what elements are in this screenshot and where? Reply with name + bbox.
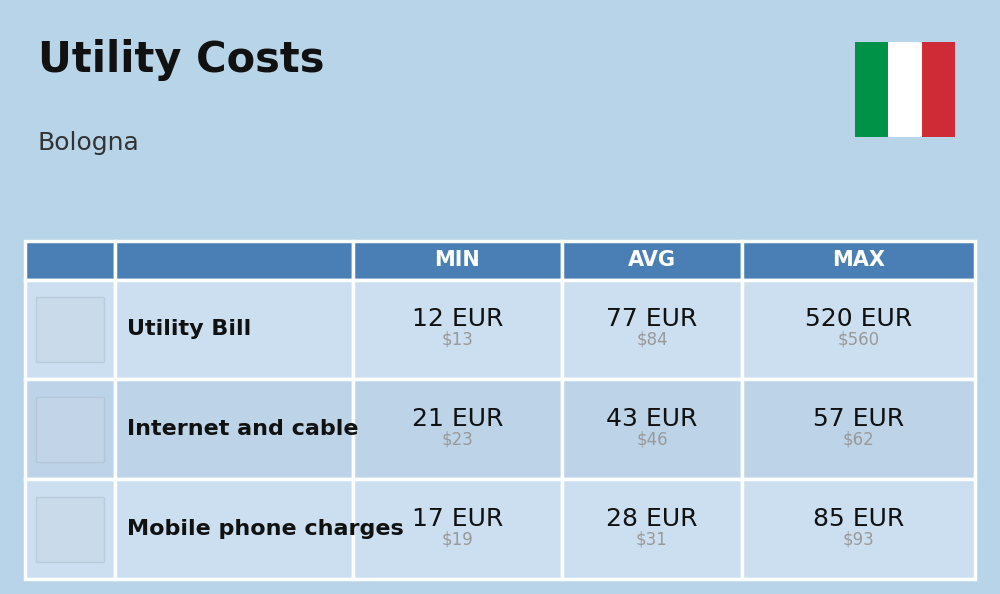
Bar: [25, 479, 115, 579]
Bar: [36, 497, 104, 562]
Bar: [115, 380, 353, 479]
Text: $62: $62: [843, 430, 874, 448]
Text: $46: $46: [636, 430, 668, 448]
Text: $31: $31: [636, 530, 668, 548]
Text: 17 EUR: 17 EUR: [412, 507, 503, 531]
Bar: [115, 479, 353, 579]
Text: 12 EUR: 12 EUR: [412, 308, 503, 331]
Text: $23: $23: [441, 430, 473, 448]
Bar: [562, 280, 742, 380]
Bar: [25, 280, 115, 380]
Text: $13: $13: [441, 330, 473, 349]
Bar: [115, 241, 353, 280]
Text: 43 EUR: 43 EUR: [606, 407, 698, 431]
Text: Utility Bill: Utility Bill: [127, 320, 252, 339]
Text: MAX: MAX: [832, 250, 885, 270]
Bar: [353, 241, 562, 280]
Bar: [742, 380, 975, 479]
Bar: [25, 380, 115, 479]
Text: MIN: MIN: [434, 250, 480, 270]
Bar: [353, 380, 562, 479]
Bar: [25, 241, 115, 280]
Text: $93: $93: [843, 530, 874, 548]
Text: AVG: AVG: [628, 250, 676, 270]
Bar: [562, 241, 742, 280]
Text: 21 EUR: 21 EUR: [412, 407, 503, 431]
Bar: [36, 297, 104, 362]
Bar: [353, 479, 562, 579]
Text: Utility Costs: Utility Costs: [38, 39, 324, 81]
Text: 57 EUR: 57 EUR: [813, 407, 904, 431]
Text: Mobile phone charges: Mobile phone charges: [127, 519, 404, 539]
Text: $84: $84: [636, 330, 668, 349]
Bar: [742, 241, 975, 280]
Text: Internet and cable: Internet and cable: [127, 419, 359, 440]
Bar: [742, 479, 975, 579]
Text: 85 EUR: 85 EUR: [813, 507, 904, 531]
Bar: [562, 479, 742, 579]
Bar: [922, 42, 955, 137]
Bar: [742, 280, 975, 380]
Bar: [36, 397, 104, 462]
Bar: [888, 42, 922, 137]
Text: $19: $19: [441, 530, 473, 548]
Bar: [855, 42, 888, 137]
Text: Bologna: Bologna: [38, 131, 140, 154]
Bar: [353, 280, 562, 380]
Text: $560: $560: [838, 330, 880, 349]
Bar: [562, 380, 742, 479]
Text: 520 EUR: 520 EUR: [805, 308, 912, 331]
Text: 28 EUR: 28 EUR: [606, 507, 698, 531]
Bar: [115, 280, 353, 380]
Text: 77 EUR: 77 EUR: [606, 308, 698, 331]
